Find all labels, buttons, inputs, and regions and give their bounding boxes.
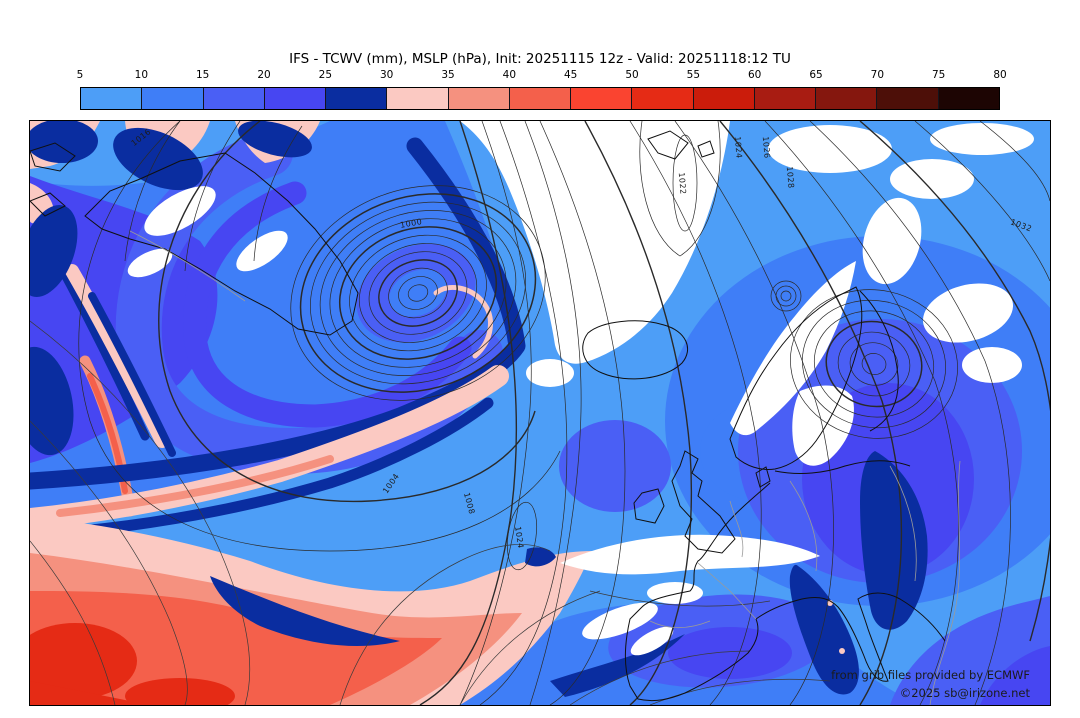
colorbar-tick: 20 [257, 69, 271, 81]
colorbar-tick: 40 [502, 69, 517, 81]
colorbar-segment-40-45 [509, 88, 572, 109]
isobar-label: 1026 [760, 135, 772, 160]
colorbar-segment-5-10 [81, 88, 143, 109]
colorbar-segment-20-25 [264, 88, 327, 109]
colorbar-segment-70-75 [877, 88, 939, 109]
colorbar-tick: 10 [134, 69, 149, 81]
weather-map: 1016 1000 1022 1024 1026 1028 1032 1004 … [29, 120, 1051, 706]
colorbar-segments [81, 88, 999, 109]
colorbar-segment-65-70 [816, 88, 878, 109]
attribution-source: from grib files provided by ECMWF [831, 668, 1030, 682]
colorbar-tick: 50 [625, 69, 639, 81]
colorbar-tick: 25 [318, 69, 333, 81]
attribution-copyright: ©2025 sb@irizone.net [899, 686, 1030, 700]
colorbar-segment-10-15 [142, 88, 204, 109]
chart-title: IFS - TCWV (mm), MSLP (hPa), Init: 20251… [289, 51, 791, 67]
country-borders [129, 230, 961, 705]
colorbar-tick: 65 [809, 69, 823, 81]
colorbar-tick: 35 [441, 69, 455, 81]
colorbar [80, 87, 1000, 110]
isobar-label: 1028 [784, 165, 796, 190]
colorbar-tick: 70 [870, 69, 885, 81]
colorbar-tick: 60 [747, 69, 762, 81]
colorbar-segment-50-55 [632, 88, 694, 109]
colorbar-segment-15-20 [203, 88, 265, 109]
coastlines [30, 130, 946, 702]
colorbar-segment-75-80 [938, 88, 999, 109]
colorbar-tick: 75 [931, 69, 946, 81]
isobar-label: 1022 [676, 171, 688, 196]
colorbar-tick: 55 [686, 69, 701, 81]
colorbar-segment-55-60 [693, 88, 755, 109]
colorbar-segment-30-35 [387, 88, 449, 109]
tcwv-field [30, 121, 1050, 705]
colorbar-tick: 45 [563, 69, 578, 81]
colorbar-ticks: 5 10 15 20 25 30 35 40 45 50 55 60 65 70 75 80 [76, 69, 1007, 83]
isobar-label: 1024 [732, 135, 744, 160]
colorbar-tick: 5 [76, 69, 84, 81]
map-canvas [30, 121, 1050, 705]
colorbar-segment-35-40 [448, 88, 510, 109]
colorbar-tick: 80 [993, 69, 1007, 81]
colorbar-segment-25-30 [326, 88, 388, 109]
colorbar-tick: 15 [195, 69, 210, 81]
colorbar-segment-45-50 [571, 88, 633, 109]
colorbar-segment-60-65 [754, 88, 817, 109]
colorbar-tick: 30 [379, 69, 394, 81]
